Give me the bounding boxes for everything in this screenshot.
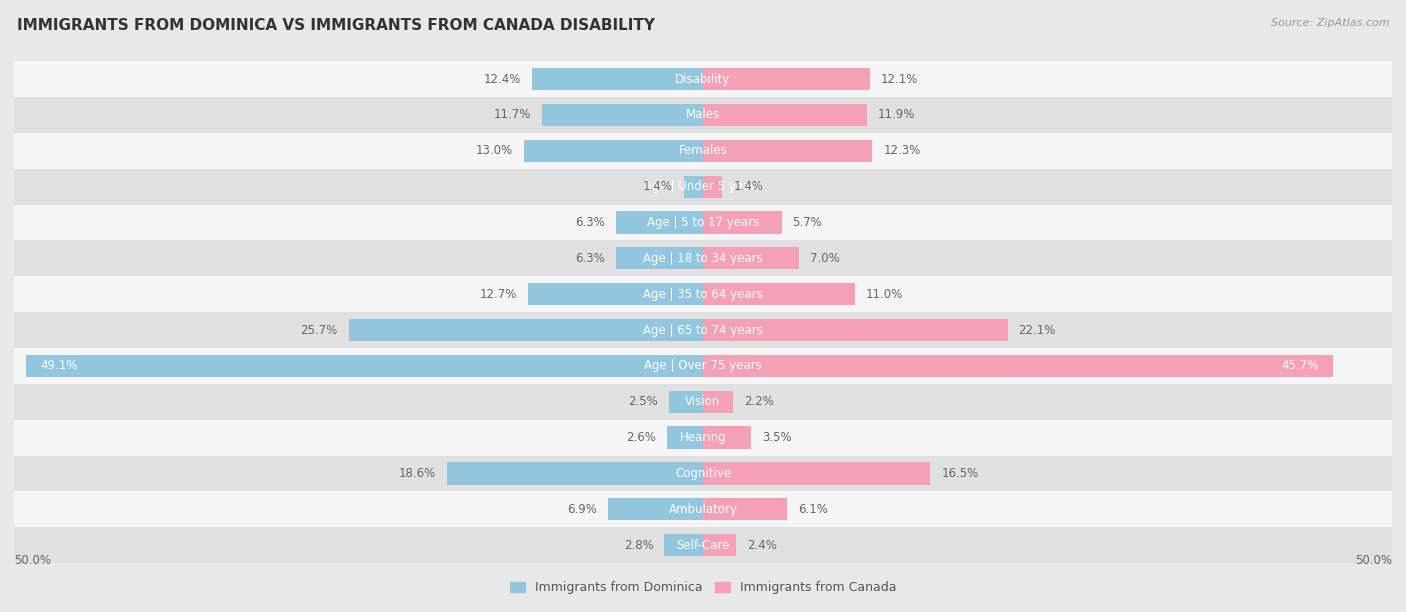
Text: Ambulatory: Ambulatory: [668, 503, 738, 516]
Bar: [531, 68, 703, 90]
Text: IMMIGRANTS FROM DOMINICA VS IMMIGRANTS FROM CANADA DISABILITY: IMMIGRANTS FROM DOMINICA VS IMMIGRANTS F…: [17, 18, 655, 34]
Text: Females: Females: [679, 144, 727, 157]
Text: 2.8%: 2.8%: [624, 539, 654, 551]
Bar: [14, 204, 1392, 241]
Text: Disability: Disability: [675, 73, 731, 86]
Bar: [683, 176, 703, 198]
Text: 6.9%: 6.9%: [567, 503, 598, 516]
Text: 12.4%: 12.4%: [484, 73, 522, 86]
Text: 5.7%: 5.7%: [793, 216, 823, 229]
Bar: [14, 491, 1392, 527]
Bar: [669, 390, 703, 413]
Text: 2.4%: 2.4%: [747, 539, 778, 551]
Bar: [14, 455, 1392, 491]
Bar: [14, 312, 1392, 348]
Bar: [541, 104, 703, 126]
Text: Self-Care: Self-Care: [676, 539, 730, 551]
Bar: [703, 104, 868, 126]
Bar: [668, 427, 703, 449]
Bar: [703, 247, 800, 269]
Text: Age | Over 75 years: Age | Over 75 years: [644, 359, 762, 372]
Text: 1.4%: 1.4%: [734, 180, 763, 193]
Text: Age | 35 to 64 years: Age | 35 to 64 years: [643, 288, 763, 300]
Bar: [665, 534, 703, 556]
Bar: [14, 133, 1392, 169]
Bar: [703, 176, 723, 198]
Bar: [703, 283, 855, 305]
Bar: [447, 462, 703, 485]
Text: 45.7%: 45.7%: [1282, 359, 1319, 372]
Bar: [607, 498, 703, 520]
Text: Males: Males: [686, 108, 720, 121]
Text: 25.7%: 25.7%: [301, 324, 337, 337]
Text: 2.6%: 2.6%: [626, 431, 657, 444]
Bar: [349, 319, 703, 341]
Bar: [14, 276, 1392, 312]
Text: 6.3%: 6.3%: [575, 252, 605, 265]
Bar: [14, 169, 1392, 204]
Bar: [616, 211, 703, 234]
Bar: [703, 211, 782, 234]
Text: Age | 65 to 74 years: Age | 65 to 74 years: [643, 324, 763, 337]
Text: 11.0%: 11.0%: [866, 288, 903, 300]
Text: Age | 18 to 34 years: Age | 18 to 34 years: [643, 252, 763, 265]
Bar: [703, 140, 873, 162]
Text: 50.0%: 50.0%: [1355, 554, 1392, 567]
Text: 3.5%: 3.5%: [762, 431, 792, 444]
Text: 2.5%: 2.5%: [628, 395, 658, 408]
Text: 50.0%: 50.0%: [14, 554, 51, 567]
Bar: [703, 319, 1008, 341]
Bar: [703, 355, 1333, 377]
Text: Source: ZipAtlas.com: Source: ZipAtlas.com: [1271, 18, 1389, 28]
Bar: [14, 420, 1392, 455]
Text: Age | 5 to 17 years: Age | 5 to 17 years: [647, 216, 759, 229]
Text: 6.1%: 6.1%: [799, 503, 828, 516]
Text: 2.2%: 2.2%: [744, 395, 775, 408]
Bar: [703, 68, 870, 90]
Text: 7.0%: 7.0%: [810, 252, 841, 265]
Bar: [703, 462, 931, 485]
Text: 12.7%: 12.7%: [479, 288, 517, 300]
Text: 11.7%: 11.7%: [494, 108, 531, 121]
Text: 1.4%: 1.4%: [643, 180, 672, 193]
Text: 11.9%: 11.9%: [877, 108, 915, 121]
Legend: Immigrants from Dominica, Immigrants from Canada: Immigrants from Dominica, Immigrants fro…: [505, 577, 901, 599]
Bar: [14, 61, 1392, 97]
Text: Vision: Vision: [685, 395, 721, 408]
Text: 49.1%: 49.1%: [41, 359, 77, 372]
Bar: [703, 534, 737, 556]
Bar: [524, 140, 703, 162]
Text: Hearing: Hearing: [679, 431, 727, 444]
Bar: [616, 247, 703, 269]
Text: 12.3%: 12.3%: [883, 144, 921, 157]
Text: 6.3%: 6.3%: [575, 216, 605, 229]
Text: 12.1%: 12.1%: [880, 73, 918, 86]
Bar: [14, 241, 1392, 276]
Bar: [14, 527, 1392, 563]
Bar: [703, 390, 734, 413]
Bar: [14, 348, 1392, 384]
Bar: [27, 355, 703, 377]
Text: Age | Under 5 years: Age | Under 5 years: [644, 180, 762, 193]
Text: 22.1%: 22.1%: [1018, 324, 1056, 337]
Bar: [703, 498, 787, 520]
Text: 18.6%: 18.6%: [398, 467, 436, 480]
Bar: [14, 384, 1392, 420]
Bar: [529, 283, 703, 305]
Text: 16.5%: 16.5%: [942, 467, 979, 480]
Text: Cognitive: Cognitive: [675, 467, 731, 480]
Bar: [14, 97, 1392, 133]
Text: 13.0%: 13.0%: [475, 144, 513, 157]
Bar: [703, 427, 751, 449]
